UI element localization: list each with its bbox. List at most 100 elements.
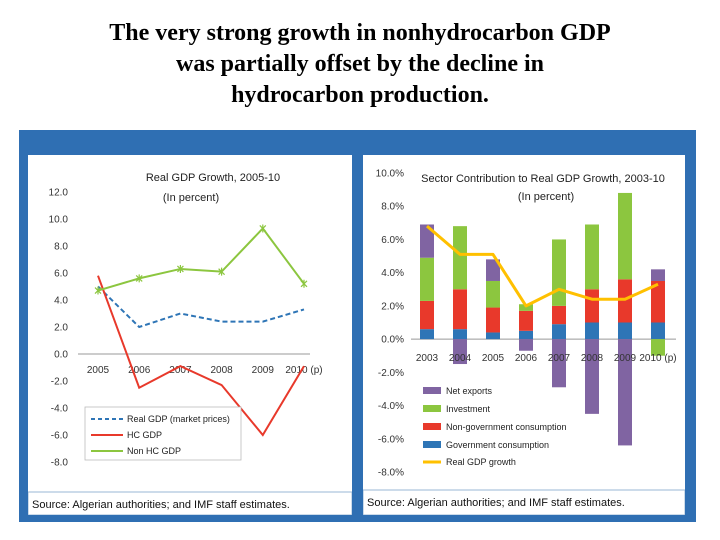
- chart-right-subtitle: (In percent): [518, 191, 574, 203]
- x-tick-label: 2008: [210, 365, 233, 376]
- bar-segment-investment: [552, 239, 566, 306]
- legend-label-real-gdp: Real GDP (market prices): [127, 414, 230, 424]
- legend-item-net-exports: Net exports: [423, 386, 493, 396]
- y-tick-label: 0.0: [54, 350, 68, 361]
- series-line-non-hc-gdp: [97, 226, 305, 292]
- x-tick-label: 2010 (p): [285, 365, 322, 376]
- x-tick-label: 2003: [416, 353, 439, 364]
- x-tick-label: 2004: [449, 353, 472, 364]
- legend-swatch-gov-consumption: [423, 441, 441, 448]
- bar-segment-non-gov-consumption: [453, 289, 467, 330]
- bar-segment-non-gov-consumption: [486, 307, 500, 333]
- legend-swatch-net-exports: [423, 387, 441, 394]
- series-line-real-gdp: [97, 285, 305, 329]
- bar-segment-net-exports: [519, 339, 533, 351]
- y-tick-label: 8.0%: [381, 202, 404, 213]
- bar-segment-non-gov-consumption: [585, 289, 599, 323]
- y-tick-label: 0.0%: [381, 335, 404, 346]
- y-tick-label: 6.0%: [381, 235, 404, 246]
- bar-segment-non-gov-consumption: [519, 310, 533, 331]
- slide-title: The very strong growth in nonhydrocarbon…: [0, 18, 720, 111]
- bar-segment-non-gov-consumption: [651, 280, 665, 323]
- legend-item-hc-gdp: HC GDP: [91, 430, 162, 440]
- bar-segment-non-gov-consumption: [420, 300, 434, 330]
- y-tick-label: -8.0: [51, 458, 69, 469]
- y-tick-label: 2.0%: [381, 301, 404, 312]
- data-point-non-hc-gdp: [218, 267, 226, 276]
- bar-segment-gov-consumption: [585, 322, 599, 340]
- bar-segment-net-exports: [453, 339, 467, 365]
- chart-left-subtitle: (In percent): [163, 192, 219, 204]
- y-tick-label: 4.0: [54, 296, 68, 307]
- y-tick-label: 12.0: [49, 188, 69, 199]
- x-tick-label: 2007: [169, 365, 192, 376]
- chart-left-title: Real GDP Growth, 2005-10: [146, 172, 280, 184]
- legend-item-non-gov-consumption: Non-government consumption: [423, 422, 567, 432]
- chart-left-background: [28, 155, 352, 515]
- x-tick-label: 2008: [581, 353, 604, 364]
- slide-title-line: hydrocarbon production.: [231, 82, 489, 108]
- bar-segment-gov-consumption: [552, 324, 566, 340]
- legend-swatch-non-gov-consumption: [423, 423, 441, 430]
- y-tick-label: 10.0: [49, 215, 69, 226]
- x-tick-label: 2007: [548, 353, 571, 364]
- bar-segment-net-exports: [420, 224, 434, 258]
- legend-item-non-hc-gdp: Non HC GDP: [91, 446, 181, 456]
- legend-label-non-hc-gdp: Non HC GDP: [127, 446, 181, 456]
- bar-segment-investment: [453, 226, 467, 290]
- bar-segment-gov-consumption: [453, 329, 467, 340]
- slide-title-line: was partially offset by the decline in: [176, 51, 544, 77]
- legend-label-non-gov-consumption: Non-government consumption: [446, 422, 567, 432]
- legend-item-real-gdp-growth: Real GDP growth: [423, 457, 516, 467]
- bar-segment-net-exports: [618, 339, 632, 446]
- bar-segment-investment: [519, 304, 533, 311]
- y-tick-label: 6.0: [54, 269, 68, 280]
- gdp-growth-chart: Real GDP Growth, 2005-10 (In percent) So…: [28, 155, 352, 515]
- data-point-non-hc-gdp: [176, 264, 184, 273]
- bar-segment-investment: [585, 224, 599, 290]
- y-tick-label: -2.0: [51, 377, 69, 388]
- y-tick-label: 10.0%: [376, 169, 404, 180]
- bar-segment-investment: [486, 280, 500, 308]
- bar-segment-net-exports: [552, 339, 566, 388]
- data-point-non-hc-gdp: [259, 224, 267, 233]
- y-tick-label: -4.0: [51, 404, 69, 415]
- bar-segment-investment: [618, 192, 632, 280]
- series-line-hc-gdp: [97, 275, 305, 437]
- slide-title-line: The very strong growth in nonhydrocarbon…: [109, 20, 611, 46]
- y-tick-label: -6.0: [51, 431, 69, 442]
- chart-right-source: Source: Algerian authorities; and IMF st…: [367, 497, 625, 509]
- x-tick-label: 2005: [87, 365, 110, 376]
- chart-left-source-bar: [28, 491, 352, 515]
- legend-item-real-gdp: Real GDP (market prices): [91, 414, 230, 424]
- bar-segment-gov-consumption: [519, 330, 533, 340]
- x-tick-label: 2009: [614, 353, 637, 364]
- sector-contribution-chart: Sector Contribution to Real GDP Growth, …: [363, 155, 685, 515]
- chart-left-source: Source: Algerian authorities; and IMF st…: [32, 499, 290, 511]
- x-tick-label: 2006: [128, 365, 151, 376]
- legend-label-real-gdp-growth: Real GDP growth: [446, 457, 516, 467]
- bar-segment-investment: [651, 339, 665, 356]
- bar-segment-net-exports: [651, 269, 665, 281]
- bar-segment-non-gov-consumption: [552, 305, 566, 325]
- bar-segment-gov-consumption: [420, 329, 434, 340]
- bar-segment-non-gov-consumption: [618, 279, 632, 323]
- x-tick-label: 2006: [515, 353, 538, 364]
- chart-right-title: Sector Contribution to Real GDP Growth, …: [421, 173, 665, 185]
- legend-label-hc-gdp: HC GDP: [127, 430, 162, 440]
- y-tick-label: -6.0%: [378, 434, 404, 445]
- data-point-non-hc-gdp: [94, 286, 102, 295]
- y-tick-label: 2.0: [54, 323, 68, 334]
- x-tick-label: 2010 (p): [639, 353, 676, 364]
- x-tick-label: 2009: [252, 365, 275, 376]
- y-tick-label: 8.0: [54, 242, 68, 253]
- data-point-non-hc-gdp: [300, 279, 308, 288]
- legend-label-investment: Investment: [446, 404, 491, 414]
- y-tick-label: -8.0%: [378, 468, 404, 479]
- bar-segment-net-exports: [486, 259, 500, 281]
- legend-label-net-exports: Net exports: [446, 386, 493, 396]
- bar-segment-investment: [420, 257, 434, 301]
- data-point-non-hc-gdp: [135, 274, 143, 283]
- y-tick-label: -2.0%: [378, 368, 404, 379]
- bar-segment-gov-consumption: [618, 322, 632, 340]
